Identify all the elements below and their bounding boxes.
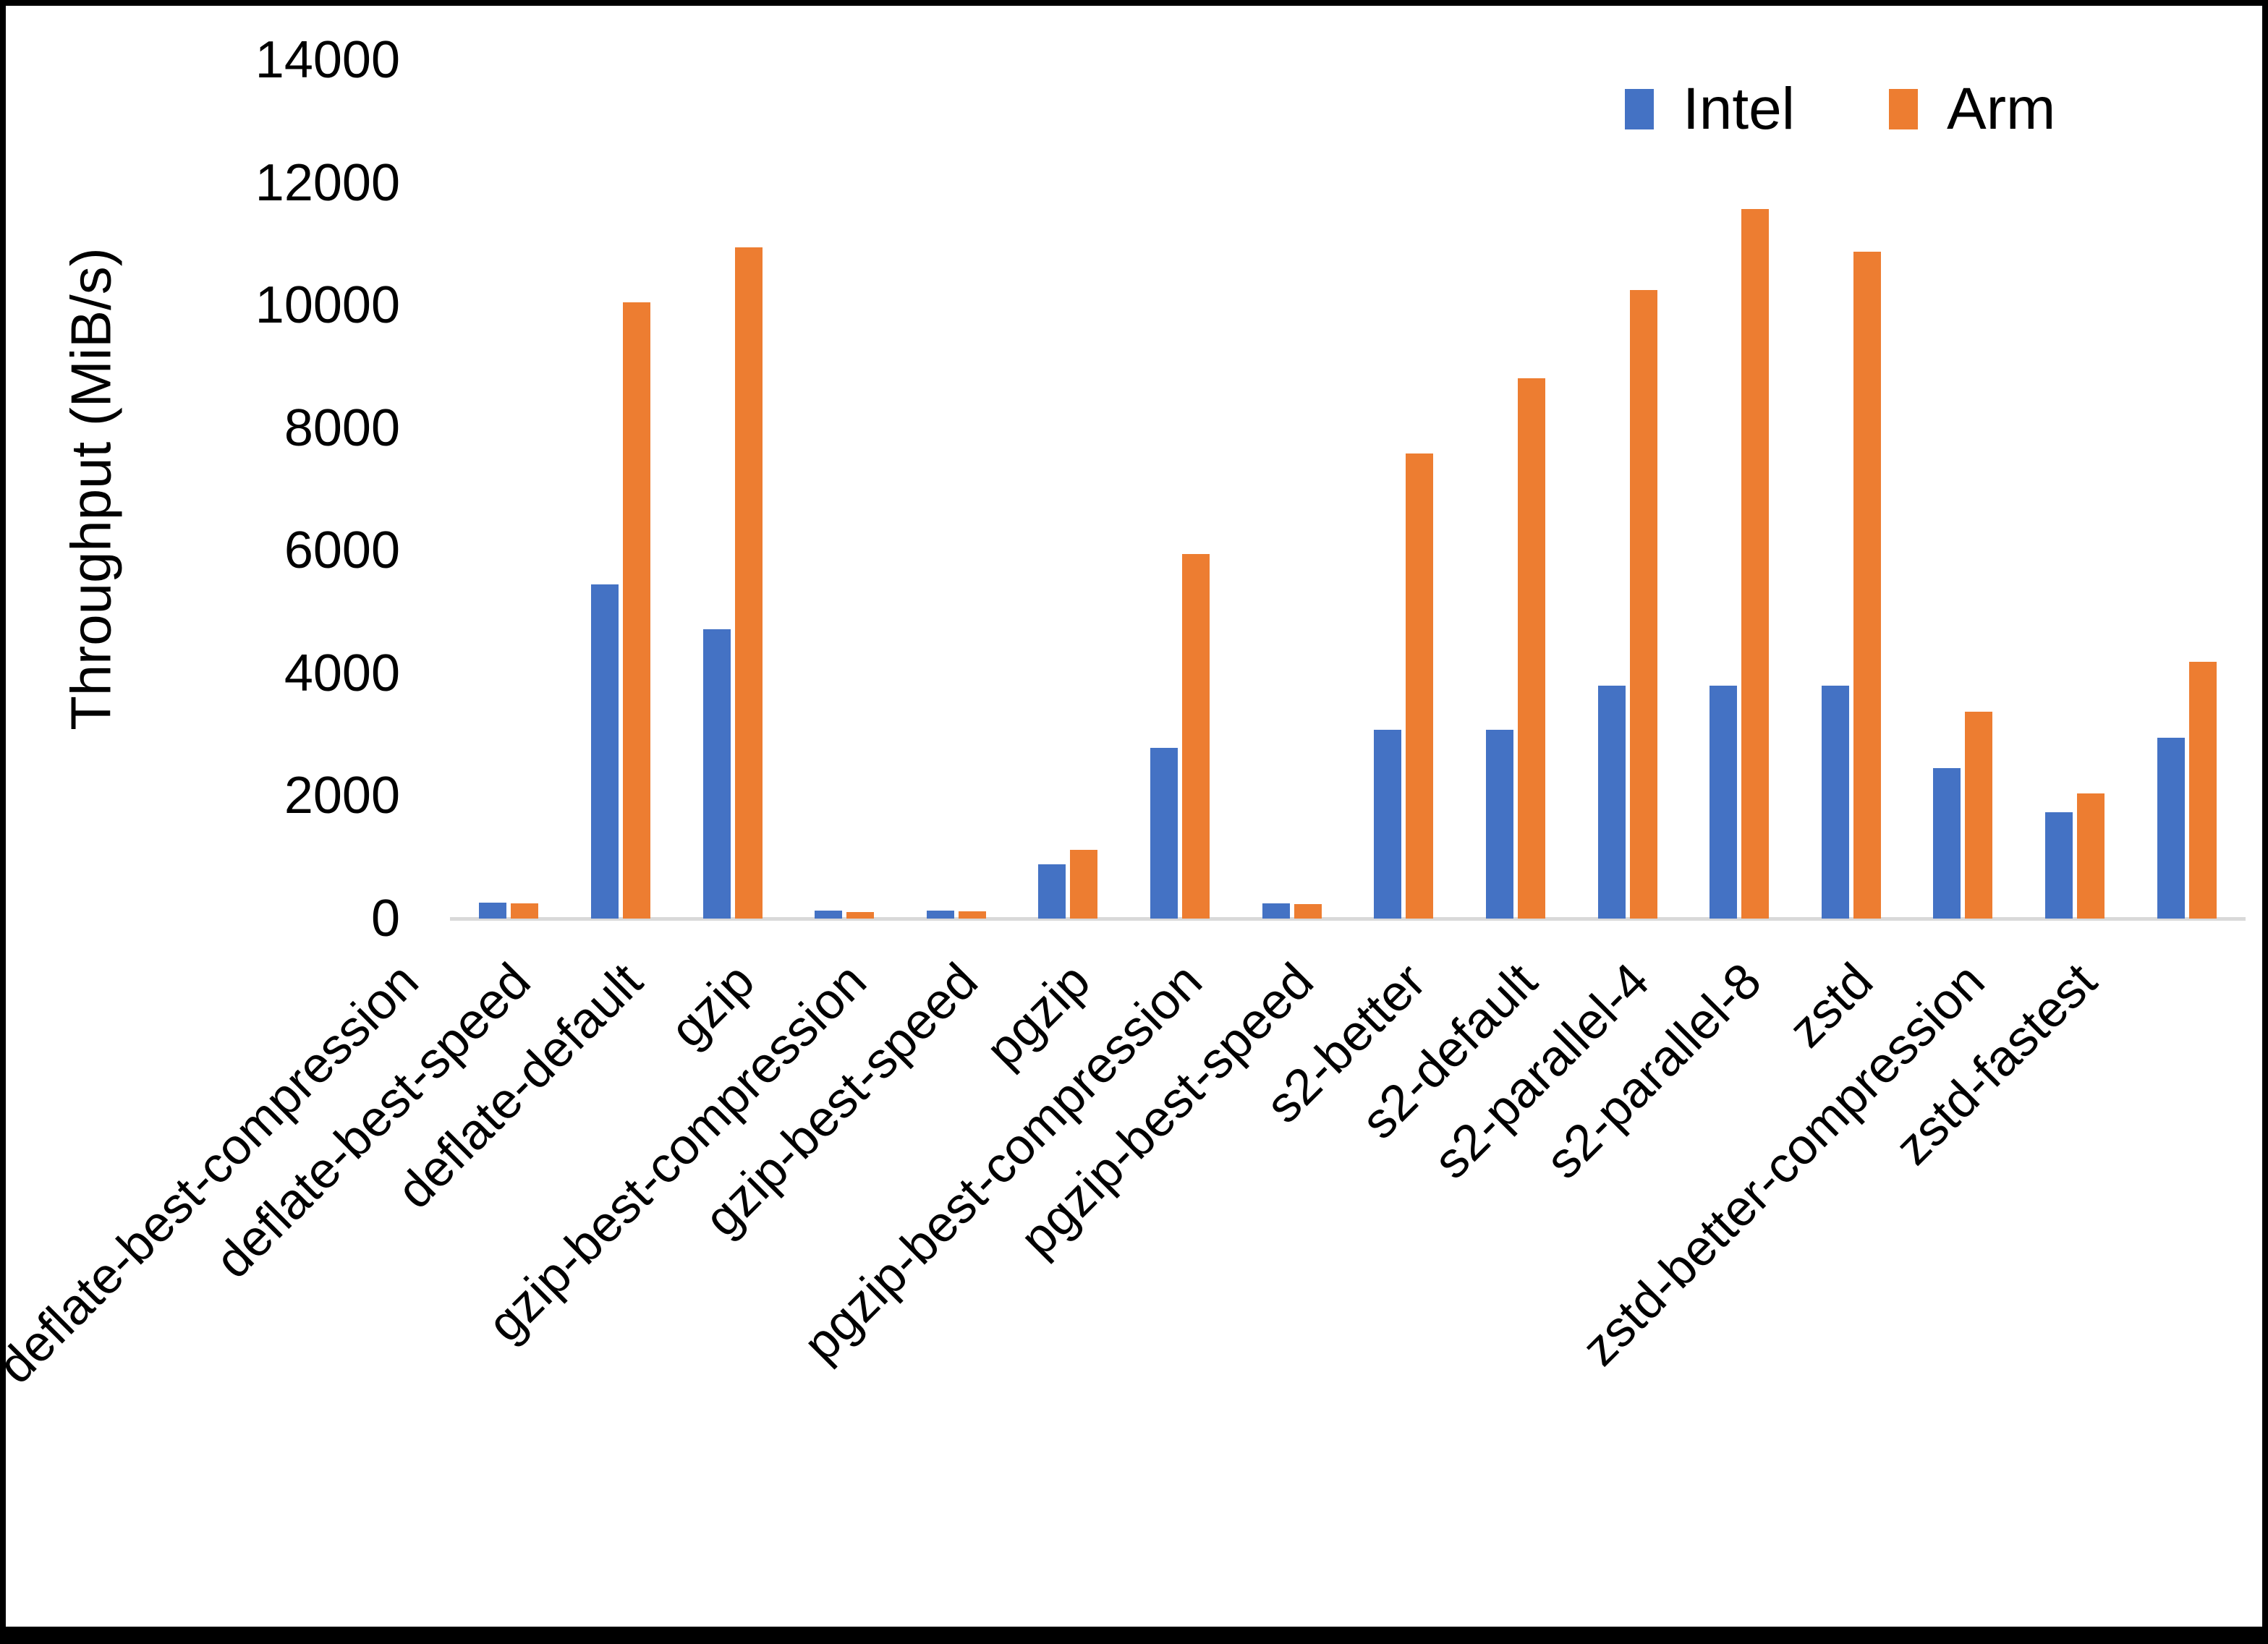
bar-intel-pgzip <box>1150 748 1178 919</box>
bar-intel-gzip <box>815 911 842 919</box>
bar-arm-s2-parallel-8 <box>1853 252 1881 919</box>
bar-intel-s2-parallel-8 <box>1822 686 1849 919</box>
bar-intel-gzip-best-speed <box>1038 864 1066 919</box>
legend-label-intel: Intel <box>1683 76 1795 142</box>
chart-legend: Intel Arm <box>1625 75 2055 143</box>
bar-intel-pgzip-best-speed <box>1374 730 1401 919</box>
bar-intel-deflate-best-compression <box>479 903 506 919</box>
bar-arm-s2-parallel-4 <box>1741 209 1769 919</box>
bar-arm-zstd-better-compression <box>2077 793 2105 919</box>
bar-intel-deflate-best-speed <box>591 584 619 919</box>
arm-series-swatch-icon <box>1889 89 1918 129</box>
y-axis-tick-label: 2000 <box>284 767 400 825</box>
intel-series-swatch-icon <box>1625 89 1654 129</box>
bar-intel-pgzip-best-compression <box>1262 903 1290 919</box>
x-axis-line <box>450 917 2246 921</box>
bar-intel-zstd-fastest <box>2157 738 2185 919</box>
bar-arm-zstd-fastest <box>2189 662 2217 919</box>
bar-arm-pgzip-best-compression <box>1294 904 1322 919</box>
bar-arm-pgzip <box>1182 554 1210 919</box>
bar-intel-gzip-best-compression <box>927 911 954 919</box>
bar-arm-gzip-best-speed <box>1070 850 1097 919</box>
bar-arm-zstd <box>1965 712 1992 919</box>
bar-arm-gzip-best-compression <box>959 911 986 919</box>
y-axis-tick-label: 12000 <box>255 153 400 212</box>
bar-arm-deflate-best-compression <box>511 903 538 919</box>
bar-arm-deflate-best-speed <box>623 302 650 919</box>
bar-intel-deflate-default <box>703 629 731 919</box>
bar-arm-gzip <box>846 912 874 919</box>
y-axis-tick-label: 6000 <box>284 521 400 580</box>
bar-arm-deflate-default <box>735 247 763 919</box>
bar-intel-zstd-better-compression <box>2045 812 2073 919</box>
y-axis-tick-label: 10000 <box>255 276 400 335</box>
legend-label-arm: Arm <box>1947 76 2056 142</box>
y-axis-tick-label: 4000 <box>284 644 400 702</box>
x-axis-category-label: deflate-best-compression <box>0 952 430 1394</box>
bar-arm-s2-default <box>1630 290 1657 919</box>
bar-intel-s2-better <box>1486 730 1513 919</box>
y-axis-tick-label: 8000 <box>284 399 400 457</box>
bar-arm-s2-better <box>1518 378 1545 919</box>
bar-arm-pgzip-best-speed <box>1406 453 1433 919</box>
bar-intel-s2-default <box>1598 686 1626 919</box>
legend-item-intel: Intel <box>1625 75 1795 143</box>
bar-intel-zstd <box>1933 768 1961 919</box>
bar-intel-s2-parallel-4 <box>1710 686 1737 919</box>
y-axis-tick-label: 14000 <box>255 31 400 89</box>
y-axis-tick-label: 0 <box>370 890 400 947</box>
legend-item-arm: Arm <box>1889 75 2055 143</box>
